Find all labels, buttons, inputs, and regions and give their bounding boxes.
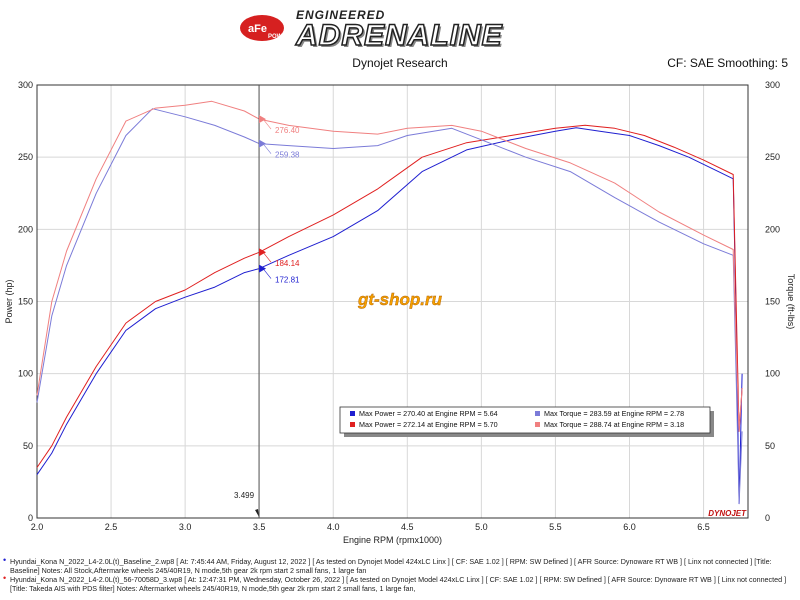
dynojet-logo-text: DYNOJET	[708, 509, 747, 518]
cursor-leader	[262, 252, 272, 263]
x-tick-label: 6.5	[697, 522, 710, 532]
cursor-marker-power_baseline	[259, 264, 267, 273]
cf-smoothing-info: CF: SAE Smoothing: 5	[667, 56, 788, 70]
svg-text:POWER: POWER	[268, 34, 291, 40]
x-tick-label: 4.5	[401, 522, 414, 532]
y-right-tick-label: 0	[765, 513, 770, 523]
legend-entry-power_baseline: Max Power = 270.40 at Engine RPM = 5.64	[359, 409, 498, 418]
cursor-rpm-label: 3.499	[234, 491, 255, 500]
y-left-tick-label: 100	[18, 369, 33, 379]
cursor-marker-torque_mod	[259, 115, 267, 124]
x-axis-label: Engine RPM (rpmx1000)	[343, 535, 442, 545]
y-left-tick-label: 150	[18, 297, 33, 307]
afe-logo-badge: aFe POWER	[240, 15, 291, 41]
cursor-marker-torque_baseline	[259, 139, 267, 148]
series-line-torque_mod	[36, 100, 743, 432]
y-right-tick-label: 300	[765, 80, 780, 90]
y-left-axis-label: Power (hp)	[4, 279, 14, 323]
y-right-tick-label: 150	[765, 297, 780, 307]
x-tick-label: 5.5	[549, 522, 562, 532]
x-tick-label: 3.5	[253, 522, 266, 532]
header: aFe POWER ENGINEERED ADRENALINE Dynojet …	[0, 0, 800, 80]
legend-layer: Max Power = 270.40 at Engine RPM = 5.64 M…	[339, 406, 714, 437]
cursor-leader	[262, 143, 272, 154]
y-left-tick-label: 300	[18, 80, 33, 90]
brand-main-text: ADRENALINE	[295, 18, 503, 53]
svg-text:aFe: aFe	[248, 23, 267, 35]
x-tick-label: 3.0	[179, 522, 192, 532]
cursor-value-label: 276.40	[275, 126, 300, 135]
series-line-torque_baseline	[36, 108, 743, 505]
misc-layer: gt-shop.ru DYNOJET	[357, 290, 747, 518]
legend-box	[339, 406, 711, 434]
series-line-power_mod	[36, 124, 743, 468]
cursor-value-label: 172.81	[275, 276, 300, 285]
y-right-tick-label: 200	[765, 224, 780, 234]
x-tick-label: 2.5	[105, 522, 118, 532]
y-left-tick-label: 200	[18, 224, 33, 234]
y-left-tick-label: 0	[28, 513, 33, 523]
cursor-value-label: 184.14	[275, 259, 300, 268]
y-left-tick-label: 250	[18, 152, 33, 162]
chart-subtitle: Dynojet Research	[352, 56, 448, 70]
y-right-tick-label: 50	[765, 441, 775, 451]
footer-run1-info: Hyundai_Kona N_2022_L4-2.0L(t)_Baseline_…	[10, 557, 772, 575]
x-tick-label: 5.0	[475, 522, 488, 532]
legend-entry-torque_baseline: Max Torque = 283.59 at Engine RPM = 2.78	[544, 409, 684, 418]
y-right-tick-label: 250	[765, 152, 780, 162]
legend-swatch-power_mod	[350, 422, 355, 427]
cursor-marker-power_mod	[259, 248, 267, 257]
series-line-power_baseline	[36, 127, 743, 505]
footer-run1-marker-icon: •	[3, 555, 7, 565]
cursor-layer: 3.499 276.40 259.38 184.14 172.81	[234, 85, 300, 518]
legend-swatch-torque_baseline	[535, 411, 540, 416]
axis-layer: 2.0 2.5 3.0 3.5 4.0 4.5 5.0 5.5 6.0 6.5 0 0 50 50 100 1…	[4, 80, 796, 545]
x-tick-label: 2.0	[31, 522, 44, 532]
series-layer	[36, 100, 743, 505]
legend-swatch-torque_mod	[535, 422, 540, 427]
footer-run2-marker-icon: •	[3, 573, 7, 583]
legend-entry-torque_mod: Max Torque = 288.74 at Engine RPM = 3.18	[544, 420, 684, 429]
watermark-text: gt-shop.ru	[357, 290, 443, 309]
cursor-value-label: 259.38	[275, 151, 300, 160]
y-right-tick-label: 100	[765, 369, 780, 379]
x-tick-label: 4.0	[327, 522, 340, 532]
y-left-tick-label: 50	[23, 441, 33, 451]
y-right-axis-label: Torque (ft-lbs)	[786, 274, 796, 330]
legend-entry-power_mod: Max Power = 272.14 at Engine RPM = 5.70	[359, 420, 498, 429]
x-tick-label: 6.0	[623, 522, 636, 532]
cursor-leader	[262, 268, 272, 279]
cursor-arrow	[255, 509, 260, 517]
legend-swatch-power_baseline	[350, 411, 355, 416]
brand-top-text: ENGINEERED	[296, 8, 386, 22]
cursor-leader	[262, 118, 272, 130]
plot-frame	[36, 84, 749, 519]
footer-run2-info: Hyundai_Kona N_2022_L4-2.0L(t)_56-70058D…	[10, 575, 787, 593]
